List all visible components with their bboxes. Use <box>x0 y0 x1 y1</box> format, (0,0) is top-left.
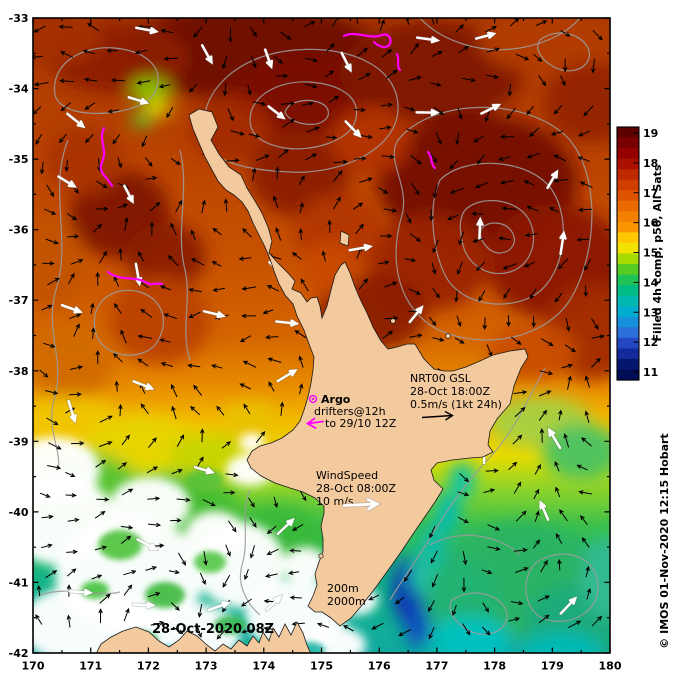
y-tick-label: -42 <box>9 647 29 660</box>
wind-line2: 28-Oct 08:00Z <box>316 482 396 495</box>
x-tick-label: 178 <box>483 660 506 673</box>
gsl-line1: NRT00 GSL <box>410 372 472 385</box>
colorbar-tick-label: 19 <box>643 127 658 140</box>
x-tick-label: 179 <box>541 660 564 673</box>
x-tick-label: 177 <box>425 660 448 673</box>
drifter-arrow-icon <box>305 417 324 429</box>
axis-ticks <box>32 17 611 654</box>
colorbar-tick-label: 15 <box>643 247 658 260</box>
isobath-2000m-label: 2000m <box>327 595 366 608</box>
gsl-line3: 0.5m/s (1kt 24h) <box>410 398 502 411</box>
colorbar-band <box>617 274 639 286</box>
colorbar-band <box>617 348 639 360</box>
sst-field-patches <box>33 18 610 653</box>
colorbar-band <box>617 369 639 381</box>
argo-marker-icon <box>308 394 318 404</box>
map-annotations: Argo drifters@12h to 29/10 12Z NRT00 GSL… <box>152 372 502 637</box>
x-tick-label: 173 <box>195 660 218 673</box>
landmass <box>96 108 529 653</box>
colorbar-band <box>617 327 639 339</box>
y-tick-label: -33 <box>9 12 29 25</box>
colorbar-tick-label: 14 <box>643 276 659 289</box>
y-tick-label: -39 <box>9 435 29 448</box>
colorbar-frame <box>616 126 640 381</box>
isobath-200m-label: 200m <box>327 582 359 595</box>
small-island <box>318 553 324 559</box>
x-tick-label: 176 <box>368 660 391 673</box>
y-tick-label: -40 <box>9 506 29 519</box>
south-island-tip <box>96 621 311 653</box>
north-island <box>188 108 529 627</box>
colorbar-band <box>617 337 639 349</box>
colorbar-band <box>617 358 639 370</box>
colorbar-band <box>617 264 639 276</box>
y-tick-label: -37 <box>9 294 29 307</box>
argo-line2: to 29/10 12Z <box>325 417 397 430</box>
y-axis-labels: -33 -34 -35 -36 -37 -38 -39 -40 -41 -42 <box>9 12 29 660</box>
colorbar-band <box>617 200 639 212</box>
colorbar-band <box>617 316 639 328</box>
x-tick-label: 170 <box>22 660 45 673</box>
colorbar-band <box>617 169 639 181</box>
colorbar-band <box>617 158 639 170</box>
argo-marker-dot-icon <box>311 397 315 401</box>
x-tick-label: 180 <box>599 660 622 673</box>
colorbar-tick-label: 11 <box>643 366 658 379</box>
small-island <box>445 333 451 339</box>
y-tick-label: -41 <box>9 576 29 589</box>
colorbar-band <box>617 243 639 255</box>
great-barrier-island <box>339 230 350 247</box>
colorbar-title: Filled 4h comp, p50, All Sats <box>651 164 664 341</box>
small-island <box>390 318 396 324</box>
colorbar-tick-label: 18 <box>643 157 658 170</box>
x-tick-label: 171 <box>79 660 102 673</box>
colorbar-band <box>617 190 639 202</box>
colorbar-tick-label: 12 <box>643 336 658 349</box>
x-axis-labels: 170 171 172 173 174 175 176 177 178 179 180 <box>22 660 622 673</box>
wind-line1: WindSpeed <box>316 469 378 482</box>
colorbar-band <box>617 295 639 307</box>
colorbar-tick-label: 17 <box>643 187 658 200</box>
colorbar: 19 18 17 16 15 14 13 12 11 <box>616 126 659 381</box>
y-tick-label: -35 <box>9 153 29 166</box>
colorbar-band <box>617 148 639 160</box>
colorbar-band <box>617 221 639 233</box>
gsl-arrow-icon <box>421 410 454 421</box>
y-tick-label: -36 <box>9 224 29 237</box>
colorbar-band <box>617 211 639 223</box>
y-tick-label: -38 <box>9 365 29 378</box>
argo-label: Argo <box>321 393 351 406</box>
gsl-line2: 28-Oct 18:00Z <box>410 385 490 398</box>
colorbar-band <box>617 179 639 191</box>
x-tick-label: 174 <box>252 660 275 673</box>
credit-text: © IMOS 01-Nov-2020 12:15 Hobart <box>658 433 671 648</box>
sea-level-contours <box>39 18 599 635</box>
argo-line1: drifters@12h <box>314 405 386 418</box>
colorbar-band <box>617 306 639 318</box>
x-tick-label: 175 <box>310 660 333 673</box>
colorbar-band <box>617 232 639 244</box>
colorbar-band <box>617 253 639 265</box>
colorbar-tick-label: 16 <box>643 217 659 230</box>
colorbar-tick-label: 13 <box>643 306 658 319</box>
colorbar-band <box>617 137 639 149</box>
x-tick-label: 172 <box>137 660 160 673</box>
colorbar-band <box>617 127 639 139</box>
argo-drifter-tracks <box>99 32 437 286</box>
windspeed-arrow-icon <box>342 498 380 511</box>
y-tick-label: -34 <box>9 83 29 96</box>
colorbar-band <box>617 285 639 297</box>
date-label: 28-Oct-2020 08Z <box>152 622 274 637</box>
